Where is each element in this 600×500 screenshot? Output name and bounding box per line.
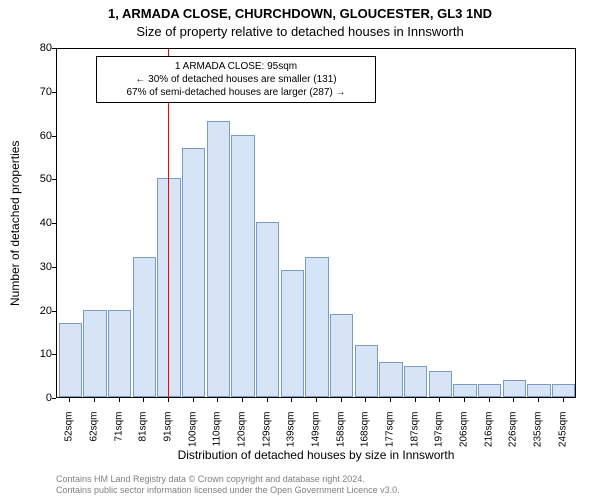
- histogram-bar: [330, 314, 354, 397]
- histogram-bar: [157, 178, 181, 397]
- x-tick-label: 62sqm: [89, 412, 100, 452]
- x-tick-label: 110sqm: [212, 412, 223, 452]
- x-tick-mark: [439, 398, 440, 402]
- x-tick-label: 91sqm: [163, 412, 174, 452]
- annotation-line2: ← 30% of detached houses are smaller (13…: [103, 73, 369, 86]
- x-tick-label: 168sqm: [360, 412, 371, 452]
- histogram-bar: [59, 323, 83, 397]
- y-tick-mark: [52, 354, 56, 355]
- x-tick-label: 235sqm: [533, 412, 544, 452]
- y-tick-mark: [52, 179, 56, 180]
- x-tick-label: 100sqm: [187, 412, 198, 452]
- x-tick-label: 81sqm: [138, 412, 149, 452]
- y-tick-label: 10: [30, 348, 52, 360]
- y-tick-label: 70: [30, 86, 52, 98]
- x-tick-label: 52sqm: [64, 412, 75, 452]
- x-tick-mark: [119, 398, 120, 402]
- footer-line2: Contains public sector information licen…: [56, 485, 400, 495]
- x-tick-label: 187sqm: [409, 412, 420, 452]
- x-tick-mark: [538, 398, 539, 402]
- x-tick-label: 216sqm: [483, 412, 494, 452]
- histogram-bar: [281, 270, 305, 397]
- x-tick-mark: [69, 398, 70, 402]
- histogram-bar: [207, 121, 231, 397]
- x-tick-mark: [489, 398, 490, 402]
- histogram-bar: [355, 345, 379, 398]
- footer-line1: Contains HM Land Registry data © Crown c…: [56, 474, 365, 484]
- histogram-bar: [453, 384, 477, 397]
- annotation-box: 1 ARMADA CLOSE: 95sqm← 30% of detached h…: [96, 56, 376, 103]
- x-tick-mark: [365, 398, 366, 402]
- histogram-bar: [527, 384, 551, 397]
- histogram-bar: [404, 366, 428, 397]
- x-tick-label: 129sqm: [261, 412, 272, 452]
- histogram-bar: [429, 371, 453, 397]
- histogram-bar: [305, 257, 329, 397]
- x-tick-mark: [94, 398, 95, 402]
- footer-attribution: Contains HM Land Registry data © Crown c…: [56, 474, 400, 496]
- x-tick-label: 177sqm: [385, 412, 396, 452]
- y-axis-label: Number of detached properties: [6, 48, 24, 398]
- y-tick-label: 30: [30, 261, 52, 273]
- y-tick-label: 0: [30, 392, 52, 404]
- y-tick-mark: [52, 311, 56, 312]
- y-tick-mark: [52, 267, 56, 268]
- annotation-line3: 67% of semi-detached houses are larger (…: [103, 86, 369, 99]
- chart-title-address: 1, ARMADA CLOSE, CHURCHDOWN, GLOUCESTER,…: [0, 6, 600, 21]
- y-tick-mark: [52, 48, 56, 49]
- x-tick-mark: [217, 398, 218, 402]
- y-tick-label: 50: [30, 173, 52, 185]
- y-tick-label: 60: [30, 130, 52, 142]
- x-tick-mark: [341, 398, 342, 402]
- histogram-bar: [503, 380, 527, 398]
- x-tick-mark: [168, 398, 169, 402]
- y-tick-mark: [52, 92, 56, 93]
- y-tick-label: 40: [30, 217, 52, 229]
- histogram-bar: [478, 384, 502, 397]
- x-tick-label: 120sqm: [237, 412, 248, 452]
- x-tick-mark: [316, 398, 317, 402]
- x-tick-mark: [464, 398, 465, 402]
- x-tick-mark: [267, 398, 268, 402]
- x-tick-mark: [291, 398, 292, 402]
- y-tick-mark: [52, 398, 56, 399]
- annotation-line1: 1 ARMADA CLOSE: 95sqm: [103, 60, 369, 73]
- histogram-bar: [133, 257, 157, 397]
- x-tick-label: 158sqm: [335, 412, 346, 452]
- x-tick-mark: [513, 398, 514, 402]
- x-tick-label: 139sqm: [286, 412, 297, 452]
- x-tick-label: 197sqm: [434, 412, 445, 452]
- y-tick-mark: [52, 136, 56, 137]
- y-tick-mark: [52, 223, 56, 224]
- histogram-bar: [83, 310, 107, 398]
- histogram-bar: [108, 310, 132, 398]
- x-tick-label: 206sqm: [459, 412, 470, 452]
- x-tick-mark: [563, 398, 564, 402]
- histogram-bar: [231, 135, 255, 398]
- y-tick-label: 20: [30, 305, 52, 317]
- histogram-bar: [256, 222, 280, 397]
- chart-title-subtitle: Size of property relative to detached ho…: [0, 24, 600, 39]
- x-tick-mark: [193, 398, 194, 402]
- x-tick-mark: [143, 398, 144, 402]
- x-tick-label: 245sqm: [557, 412, 568, 452]
- x-tick-mark: [242, 398, 243, 402]
- histogram-bar: [552, 384, 576, 397]
- y-tick-label: 80: [30, 42, 52, 54]
- x-tick-label: 226sqm: [508, 412, 519, 452]
- x-tick-mark: [415, 398, 416, 402]
- x-tick-label: 149sqm: [311, 412, 322, 452]
- histogram-bar: [182, 148, 206, 397]
- histogram-bar: [379, 362, 403, 397]
- x-tick-label: 71sqm: [113, 412, 124, 452]
- x-tick-mark: [390, 398, 391, 402]
